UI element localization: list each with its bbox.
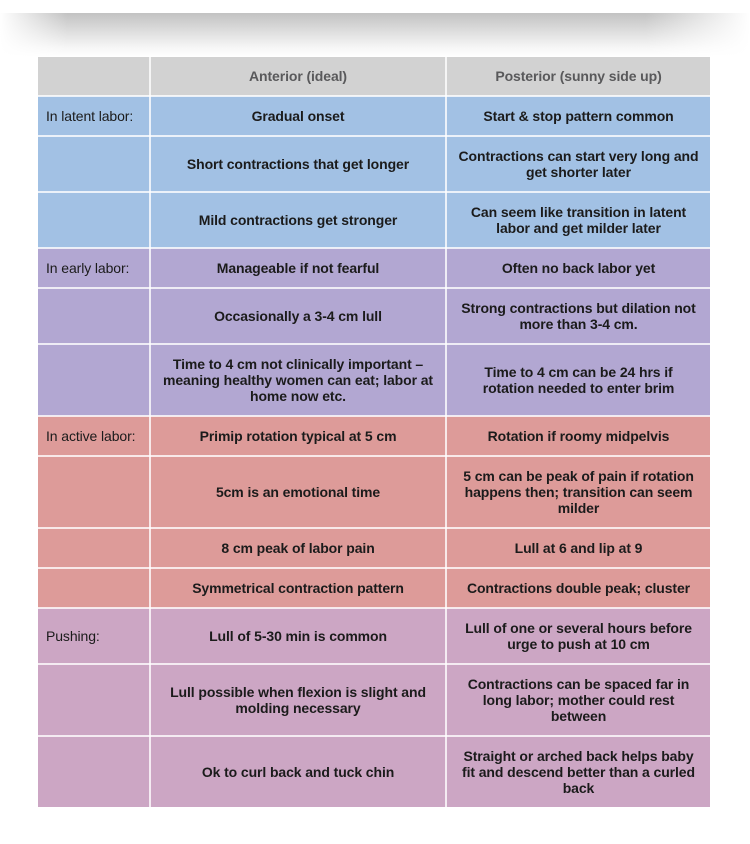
anterior-cell: Manageable if not fearful (149, 247, 447, 289)
anterior-cell: Lull possible when flexion is slight and… (149, 663, 447, 737)
table-row: In early labor: Manageable if not fearfu… (37, 247, 711, 289)
table-row: Lull possible when flexion is slight and… (37, 663, 711, 737)
table-row: 8 cm peak of labor pain Lull at 6 and li… (37, 527, 711, 569)
corner-header-cell (37, 56, 151, 97)
table-row: Symmetrical contraction pattern Contract… (37, 567, 711, 609)
anterior-cell: 5cm is an emotional time (149, 455, 447, 529)
section-label-spacer (37, 663, 151, 737)
posterior-cell: 5 cm can be peak of pain if rotation hap… (445, 455, 711, 529)
posterior-cell: Often no back labor yet (445, 247, 711, 289)
anterior-cell: Mild contractions get stronger (149, 191, 447, 249)
section-label-spacer (37, 527, 151, 569)
table-row: Occasionally a 3-4 cm lull Strong contra… (37, 287, 711, 345)
table-row: In active labor: Primip rotation typical… (37, 415, 711, 457)
posterior-cell: Rotation if roomy midpelvis (445, 415, 711, 457)
posterior-cell: Contractions can start very long and get… (445, 135, 711, 193)
posterior-cell: Straight or arched back helps baby fit a… (445, 735, 711, 808)
section-label-spacer (37, 455, 151, 529)
table-row: Mild contractions get stronger Can seem … (37, 191, 711, 249)
column-header-anterior: Anterior (ideal) (149, 56, 447, 97)
anterior-cell: 8 cm peak of labor pain (149, 527, 447, 569)
posterior-cell: Can seem like transition in latent labor… (445, 191, 711, 249)
section-label-spacer (37, 191, 151, 249)
posterior-cell: Lull of one or several hours before urge… (445, 607, 711, 665)
posterior-cell: Contractions double peak; cluster (445, 567, 711, 609)
table-row: In latent labor: Gradual onset Start & s… (37, 95, 711, 137)
posterior-cell: Lull at 6 and lip at 9 (445, 527, 711, 569)
section-label-early: In early labor: (37, 247, 151, 289)
labor-comparison-table-container: Anterior (ideal) Posterior (sunny side u… (37, 56, 711, 808)
section-label-latent: In latent labor: (37, 95, 151, 137)
section-label-pushing: Pushing: (37, 607, 151, 665)
posterior-cell: Contractions can be spaced far in long l… (445, 663, 711, 737)
anterior-cell: Time to 4 cm not clinically important – … (149, 343, 447, 417)
posterior-cell: Time to 4 cm can be 24 hrs if rotation n… (445, 343, 711, 417)
anterior-cell: Gradual onset (149, 95, 447, 137)
anterior-cell: Occasionally a 3-4 cm lull (149, 287, 447, 345)
table-row: Pushing: Lull of 5-30 min is common Lull… (37, 607, 711, 665)
section-label-spacer (37, 343, 151, 417)
section-label-spacer (37, 287, 151, 345)
section-label-spacer (37, 735, 151, 808)
posterior-cell: Strong contractions but dilation not mor… (445, 287, 711, 345)
anterior-cell: Primip rotation typical at 5 cm (149, 415, 447, 457)
table-row: Time to 4 cm not clinically important – … (37, 343, 711, 417)
page-top-shadow (0, 13, 750, 57)
header-row: Anterior (ideal) Posterior (sunny side u… (37, 56, 711, 97)
labor-comparison-table: Anterior (ideal) Posterior (sunny side u… (37, 56, 711, 808)
anterior-cell: Ok to curl back and tuck chin (149, 735, 447, 808)
anterior-cell: Symmetrical contraction pattern (149, 567, 447, 609)
posterior-cell: Start & stop pattern common (445, 95, 711, 137)
column-header-posterior: Posterior (sunny side up) (445, 56, 711, 97)
table-row: Ok to curl back and tuck chin Straight o… (37, 735, 711, 808)
table-row: 5cm is an emotional time 5 cm can be pea… (37, 455, 711, 529)
section-label-active: In active labor: (37, 415, 151, 457)
section-label-spacer (37, 135, 151, 193)
section-label-spacer (37, 567, 151, 609)
table-row: Short contractions that get longer Contr… (37, 135, 711, 193)
anterior-cell: Lull of 5-30 min is common (149, 607, 447, 665)
anterior-cell: Short contractions that get longer (149, 135, 447, 193)
